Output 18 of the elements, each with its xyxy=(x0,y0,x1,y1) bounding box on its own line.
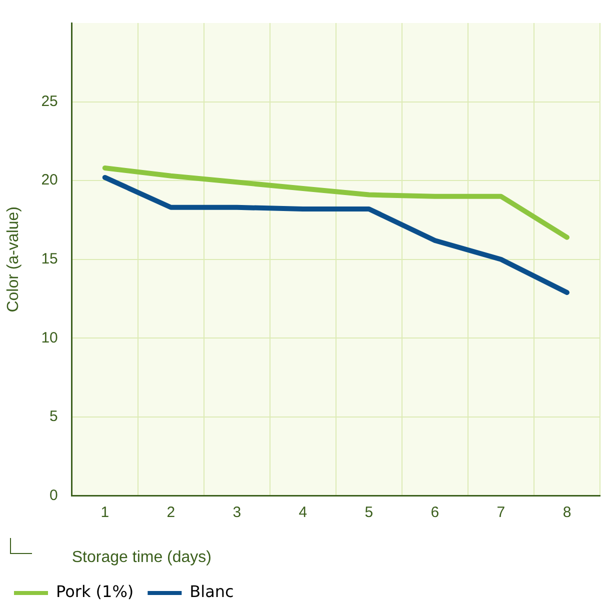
y-tick-label: 5 xyxy=(50,408,58,426)
x-tick-label: 7 xyxy=(496,504,506,521)
x-tick-label: 3 xyxy=(232,504,242,521)
x-axis-title: Storage time (days) xyxy=(72,548,212,566)
legend-label: Pork (1%) xyxy=(56,582,134,602)
y-tick-label: 20 xyxy=(41,172,58,189)
x-tick-label: 2 xyxy=(166,504,176,521)
y-axis-title: Color (a-value) xyxy=(5,206,22,312)
x-tick-label: 8 xyxy=(562,504,572,521)
x-tick-label: 1 xyxy=(100,504,110,521)
x-tick-label: 5 xyxy=(364,504,374,521)
y-tick-label: 10 xyxy=(41,329,58,346)
legend-label: Blanc xyxy=(190,582,234,602)
y-tick-label: 25 xyxy=(41,92,58,110)
y-tick-label: 0 xyxy=(50,486,58,504)
x-tick-label: 6 xyxy=(430,504,440,521)
x-tick-label: 4 xyxy=(298,504,308,521)
y-tick-label: 15 xyxy=(41,250,58,268)
